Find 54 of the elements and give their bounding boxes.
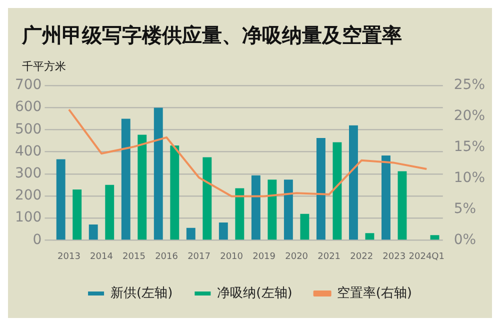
x-tick-label: 2014 bbox=[90, 252, 114, 262]
bar bbox=[365, 233, 374, 240]
x-tick-label: 2019 bbox=[252, 252, 276, 262]
bar bbox=[154, 108, 163, 240]
bar bbox=[138, 134, 147, 240]
legend-label: 空置率(右轴) bbox=[336, 284, 412, 301]
x-tick-label: 2022 bbox=[350, 252, 374, 262]
bar bbox=[186, 228, 196, 240]
bar bbox=[88, 224, 98, 240]
y2-tick-label: 10% bbox=[454, 170, 486, 186]
legend-label: 新供(左轴) bbox=[110, 286, 173, 301]
bar bbox=[72, 190, 82, 240]
y-axis-title: 千平方米 bbox=[21, 59, 67, 74]
bar bbox=[316, 138, 326, 240]
x-tick-label: 2020 bbox=[285, 252, 308, 262]
x-tick-label: 2010 bbox=[220, 252, 244, 262]
x-tick-label: 2015 bbox=[122, 252, 146, 262]
bar bbox=[284, 180, 293, 240]
y-tick-label: 0 bbox=[32, 232, 42, 248]
y2-tick-label: 0% bbox=[454, 232, 476, 248]
y-tick-label: 500 bbox=[14, 121, 42, 138]
y2-tick-label: 20% bbox=[454, 108, 486, 124]
y2-tick-label: 15% bbox=[454, 138, 486, 155]
x-tick-label: 2021 bbox=[318, 252, 341, 262]
x-tick-label: 2016 bbox=[155, 252, 178, 262]
bar bbox=[202, 157, 212, 240]
bar bbox=[382, 156, 390, 240]
chart-title: 广州甲级写字楼供应量、净吸纳量及空置率 bbox=[20, 22, 403, 49]
bar bbox=[170, 146, 180, 240]
bar bbox=[300, 214, 310, 240]
bar bbox=[105, 184, 114, 240]
bar bbox=[218, 222, 228, 240]
y2-tick-label: 25% bbox=[454, 77, 486, 94]
x-tick-label: 2017 bbox=[188, 252, 210, 262]
bar bbox=[398, 171, 407, 240]
y2-tick-label: 5% bbox=[454, 200, 476, 217]
bar bbox=[235, 188, 244, 240]
bar bbox=[430, 235, 440, 240]
x-tick-label: 2024Q1 bbox=[408, 252, 444, 262]
bar bbox=[251, 175, 260, 240]
bar bbox=[268, 180, 277, 240]
bar bbox=[121, 118, 130, 240]
legend-label: 净吸纳(左轴) bbox=[217, 286, 292, 301]
bar bbox=[349, 125, 358, 240]
bar bbox=[56, 159, 66, 240]
y-tick-label: 400 bbox=[14, 143, 42, 160]
y-tick-label: 100 bbox=[14, 210, 42, 226]
y-tick-label: 600 bbox=[14, 99, 42, 116]
y-tick-label: 300 bbox=[14, 166, 42, 182]
x-tick-label: 2023 bbox=[382, 252, 406, 262]
x-tick-label: 2013 bbox=[58, 252, 80, 262]
y-tick-label: 200 bbox=[14, 188, 42, 204]
y-tick-label: 700 bbox=[14, 77, 42, 94]
bar bbox=[332, 142, 342, 240]
